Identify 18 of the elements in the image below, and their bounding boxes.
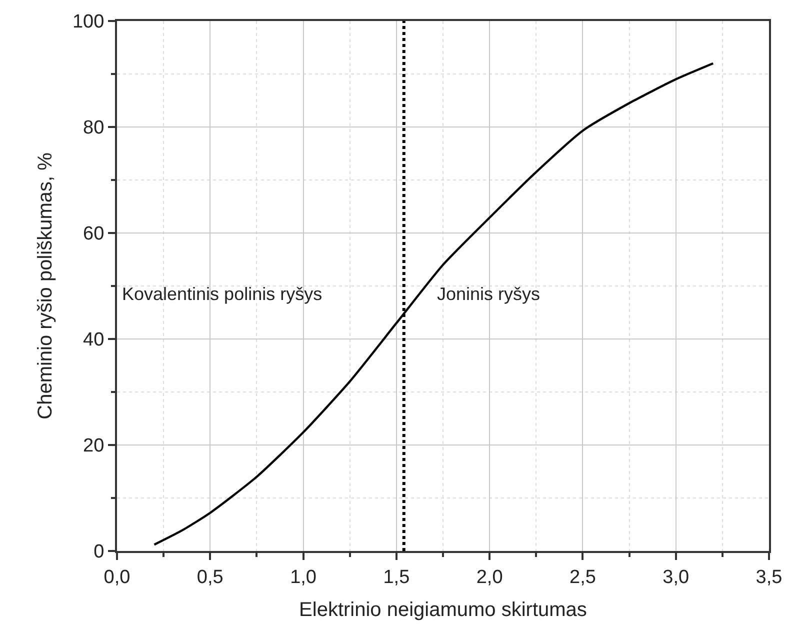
- x-tick-label: 3,0: [662, 566, 690, 588]
- x-tick-label: 0,0: [104, 566, 130, 588]
- x-tick-label: 1,0: [290, 566, 316, 588]
- x-tick-label: 2,5: [570, 566, 596, 588]
- x-tick-label: 1,5: [383, 566, 410, 588]
- x-tick-label: 0,5: [196, 566, 224, 588]
- y-tick-label: 0: [94, 542, 104, 563]
- y-tick-label: 80: [83, 118, 104, 139]
- x-tick-label: 3,5: [756, 566, 782, 588]
- y-tick-label: 100: [72, 12, 104, 33]
- y-tick-label: 60: [83, 224, 104, 245]
- annotation: Kovalentinis polinis ryšys: [122, 284, 322, 304]
- x-tick-label: 2,0: [476, 566, 503, 588]
- y-tick-label: 20: [83, 436, 104, 457]
- y-axis-title: Cheminio ryšio poliškumas, %: [34, 152, 56, 420]
- x-axis-title: Elektrinio neigiamumo skirtumas: [299, 598, 587, 621]
- annotation: Joninis ryšys: [437, 284, 540, 304]
- y-tick-label: 40: [83, 330, 104, 351]
